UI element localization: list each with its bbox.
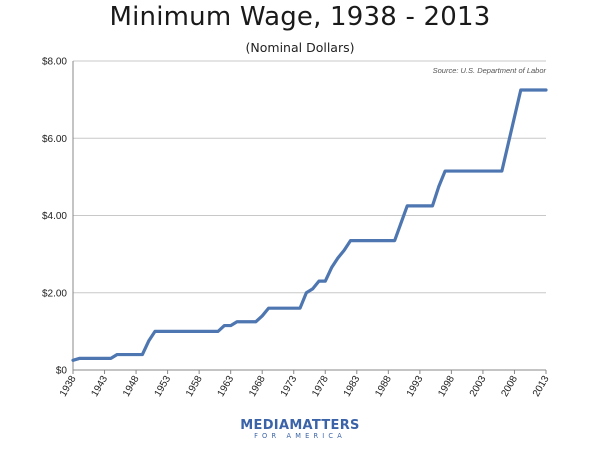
- y-tick-label: $0: [56, 366, 68, 377]
- logo-matters-text: MATTERS: [289, 418, 360, 433]
- x-tick-labels: 1938 1943 1948 1953 1958 1963 1968 1973 1978 1983…: [58, 374, 552, 399]
- logo-wordmark: MEDIAMATTERS: [238, 419, 362, 432]
- x-tick-label: 1998: [436, 374, 457, 399]
- series-line-0: [71, 88, 548, 362]
- y-tick-label: $2.00: [42, 288, 67, 299]
- y-tick-label: $6.00: [42, 134, 67, 145]
- logo-media-text: MEDIA: [240, 418, 290, 433]
- x-tick-label: 1988: [373, 374, 394, 399]
- series-layer: [71, 88, 548, 362]
- source-note: Source: U.S. Department of Labor: [433, 66, 547, 75]
- chart-title: Minimum Wage, 1938 - 2013: [109, 2, 491, 32]
- x-tick-label: 1948: [121, 374, 142, 399]
- x-tick-label: 2013: [531, 374, 552, 399]
- x-tick-label: 2003: [468, 374, 489, 399]
- x-tick-label: 1993: [405, 374, 426, 399]
- x-tick-label: 1958: [184, 374, 205, 399]
- x-tick-label: 2008: [499, 374, 520, 399]
- y-tick-labels: $0 $2.00 $4.00 $6.00 $8.00: [42, 57, 67, 377]
- logo-tagline: FOR AMERICA: [254, 432, 346, 440]
- y-tick-label: $4.00: [42, 211, 67, 222]
- x-tick-label: 1968: [247, 374, 268, 399]
- x-tick-label: 1953: [153, 374, 174, 399]
- y-tick-label: $8.00: [42, 57, 67, 68]
- x-tick-label: 1978: [310, 374, 331, 399]
- media-matters-logo: MEDIAMATTERS FOR AMERICA: [238, 419, 362, 440]
- x-tick-label: 1938: [58, 374, 79, 399]
- x-tick-label: 1963: [216, 374, 237, 399]
- x-tick-label: 1973: [279, 374, 300, 399]
- axes: [72, 61, 547, 374]
- grid-lines: [73, 60, 546, 294]
- x-tick-label: 1943: [89, 374, 110, 399]
- chart-subtitle: (Nominal Dollars): [245, 40, 355, 55]
- x-tick-label: 1983: [342, 374, 363, 399]
